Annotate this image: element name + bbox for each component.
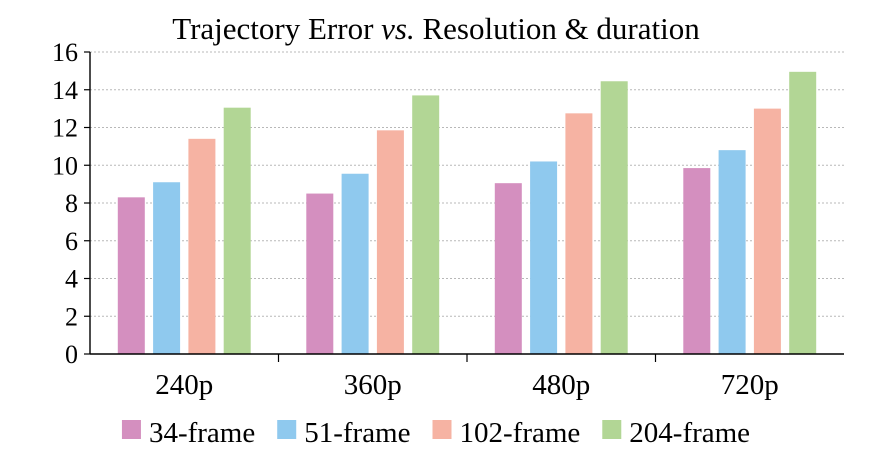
y-tick-label: 6 <box>65 227 78 256</box>
bar-34-frame-720p <box>683 168 711 354</box>
bar-102-frame-360p <box>376 130 404 354</box>
bar-204-frame-480p <box>600 81 628 354</box>
axes <box>84 51 844 362</box>
bar-51-frame-720p <box>718 150 746 354</box>
legend-label: 34-frame <box>149 417 255 449</box>
x-category-label: 720p <box>721 369 779 401</box>
x-category-label: 480p <box>532 369 590 401</box>
bar-102-frame-720p <box>753 108 781 354</box>
legend-swatch <box>602 420 622 439</box>
bar-102-frame-240p <box>188 138 216 354</box>
x-category-label: 360p <box>344 369 402 401</box>
x-category-label: 240p <box>155 369 213 401</box>
legend-label: 204-frame <box>629 417 750 449</box>
bar-51-frame-360p <box>341 173 369 354</box>
bar-102-frame-480p <box>565 113 593 354</box>
y-tick-label: 8 <box>65 189 78 218</box>
bar-204-frame-720p <box>789 71 817 354</box>
gridlines <box>90 51 844 317</box>
bar-204-frame-360p <box>412 95 440 354</box>
y-tick-label: 10 <box>52 151 78 180</box>
y-tick-label: 14 <box>52 76 78 105</box>
legend-label: 102-frame <box>460 417 581 449</box>
y-tick-label: 16 <box>52 38 78 67</box>
bars <box>117 71 817 355</box>
bar-34-frame-240p <box>117 197 145 354</box>
legend-item-204-frame: 204-frame <box>602 417 750 449</box>
y-tick-label: 2 <box>65 302 78 331</box>
bar-34-frame-360p <box>306 193 334 354</box>
legend-item-34-frame: 34-frame <box>121 417 255 449</box>
bar-51-frame-480p <box>530 161 558 354</box>
chart-title-part-3: Resolution & duration <box>415 11 701 46</box>
legend-swatch <box>277 420 297 439</box>
chart-title-part-1: Trajectory Error <box>172 11 381 46</box>
legend-swatch <box>121 420 141 439</box>
legend-swatch <box>432 420 452 439</box>
chart-title-part-2: vs. <box>381 11 415 46</box>
bar-204-frame-240p <box>223 107 251 355</box>
chart-title: Trajectory Error vs. Resolution & durati… <box>172 11 700 46</box>
legend-item-51-frame: 51-frame <box>277 417 411 449</box>
legend-label: 51-frame <box>304 417 410 449</box>
legend: 34-frame 51-frame 102-frame 204-frame <box>121 417 750 449</box>
y-tick-label: 12 <box>52 114 78 143</box>
y-tick-label: 4 <box>65 265 78 294</box>
bar-51-frame-240p <box>153 182 181 354</box>
y-tick-labels: 0 2 4 6 8 10 12 14 16 <box>52 38 78 369</box>
x-category-labels: 240p 360p 480p 720p <box>155 369 779 401</box>
legend-item-102-frame: 102-frame <box>432 417 581 449</box>
bar-34-frame-480p <box>494 183 522 354</box>
y-tick-label: 0 <box>65 340 78 369</box>
